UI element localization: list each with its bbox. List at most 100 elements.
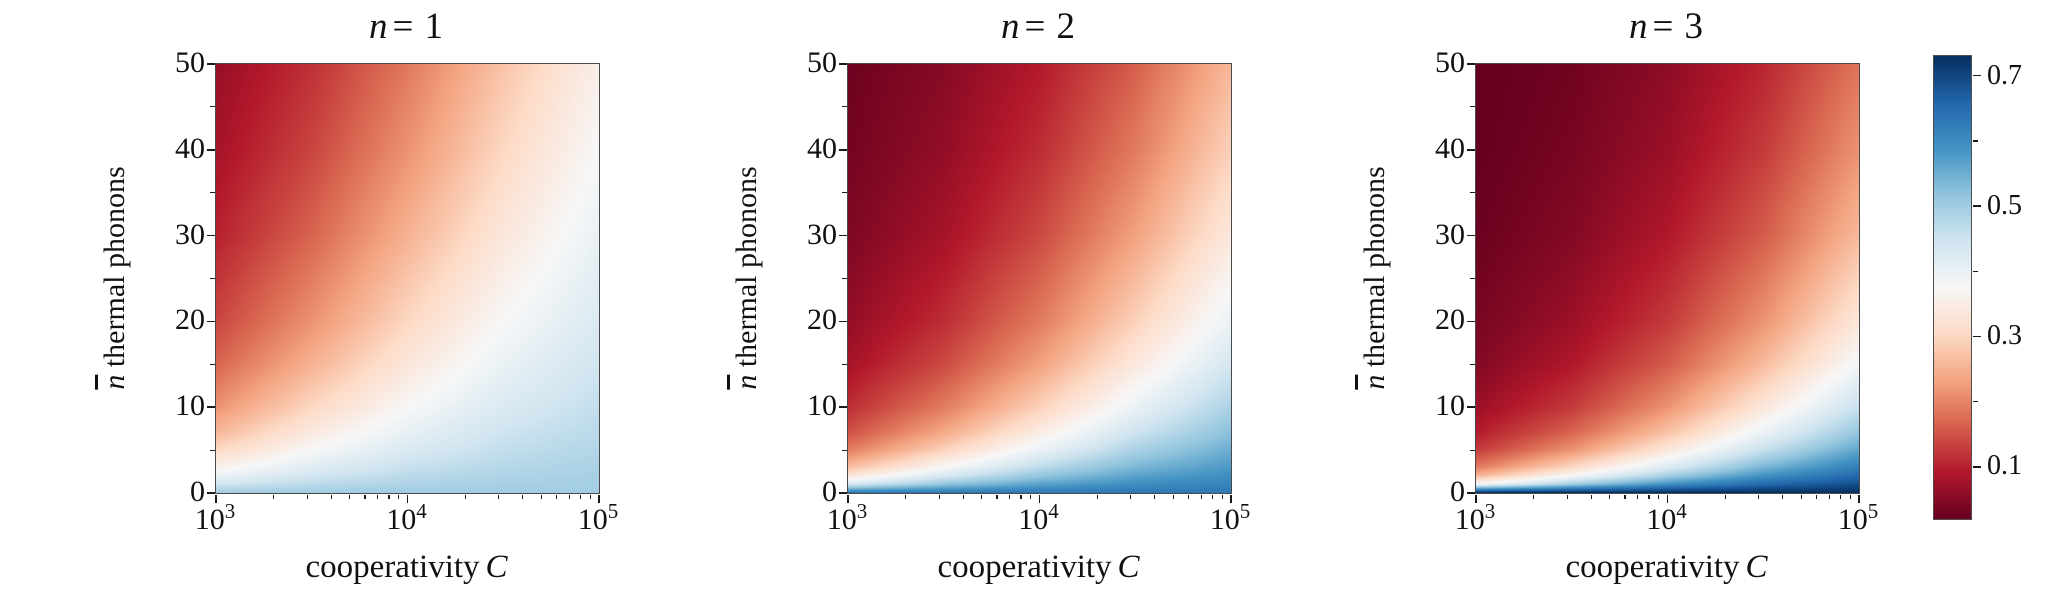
axis-tick	[1858, 494, 1860, 503]
title-variable: n	[1628, 6, 1649, 47]
axis-tick	[842, 277, 847, 280]
axis-tick	[210, 106, 215, 108]
x-axis-label-text: cooperativity	[305, 549, 480, 585]
y-tick-label: 40	[175, 131, 205, 165]
heatmap-canvas-n1	[216, 64, 599, 493]
script-c-symbol: C	[1745, 549, 1768, 585]
axis-tick	[1211, 494, 1214, 499]
axis-tick	[206, 149, 215, 151]
axis-tick	[1230, 494, 1232, 503]
axis-tick	[996, 494, 998, 499]
colorbar-tick	[1972, 400, 1978, 403]
x-axis-label-text: cooperativity	[937, 549, 1112, 585]
panel-n1: n = 1 n thermal phonons 50 40 30 20 10 0 …	[98, 6, 618, 585]
y-tick-label: 30	[175, 217, 205, 251]
axis-tick	[847, 494, 849, 503]
panel-n3-title: n = 3	[1475, 5, 1858, 48]
axis-tick	[1666, 494, 1669, 503]
axis-tick	[206, 492, 215, 494]
axis-tick	[1758, 494, 1760, 499]
axis-tick	[1637, 494, 1639, 499]
title-value: = 3	[1652, 6, 1705, 47]
axis-tick	[1782, 494, 1784, 499]
axis-tick	[1466, 234, 1475, 237]
y-tick-label: 30	[1435, 217, 1465, 251]
axis-tick	[364, 494, 366, 499]
x-tick-label: 103	[1454, 499, 1496, 536]
axis-tick	[210, 277, 215, 280]
axis-tick	[1154, 494, 1156, 499]
axis-tick	[1839, 494, 1842, 499]
axis-tick	[838, 234, 847, 237]
axis-tick	[273, 494, 275, 499]
axis-tick	[1470, 363, 1475, 365]
x-tick-label: 104	[1646, 499, 1687, 536]
axis-tick	[398, 494, 400, 499]
axis-tick	[1624, 494, 1626, 499]
axis-tick	[1020, 494, 1022, 499]
panel-n3: n = 3 n thermal phonons 50 40 30 20 10 0 …	[1358, 6, 1878, 585]
axis-tick	[349, 494, 351, 499]
axis-tick	[1470, 106, 1475, 108]
axis-tick	[522, 494, 524, 499]
axis-tick	[1466, 63, 1475, 65]
colorbar-label: 0.7	[1987, 60, 2022, 91]
y-tick-label: 40	[807, 131, 837, 165]
axis-tick	[206, 406, 215, 408]
y-axis-label-text: thermal phonons	[1358, 165, 1391, 375]
axis-tick	[1849, 494, 1851, 499]
axis-tick	[838, 406, 847, 408]
axis-tick	[838, 492, 847, 494]
axis-tick	[464, 494, 466, 499]
axis-tick	[1172, 494, 1174, 499]
axis-tick	[838, 63, 847, 65]
axis-tick	[1800, 494, 1802, 499]
nbar-symbol: n	[730, 374, 763, 390]
title-variable: n	[368, 6, 389, 47]
panel-n1-title: n = 1	[215, 5, 598, 48]
axis-tick	[1658, 494, 1660, 499]
nbar-symbol: n	[98, 374, 131, 390]
axis-tick	[306, 494, 308, 499]
colorbar-label: 0.1	[1987, 450, 2022, 481]
axis-tick	[1566, 494, 1568, 499]
axis-tick	[598, 494, 600, 503]
x-axis-label: cooperativity C	[847, 549, 1230, 586]
axis-tick	[1470, 449, 1475, 451]
y-tick-label: 50	[1435, 46, 1465, 79]
title-variable: n	[1000, 6, 1021, 47]
axis-tick	[1470, 277, 1475, 280]
script-c-symbol: C	[485, 549, 508, 585]
axis-tick	[579, 494, 582, 499]
axis-tick	[1648, 494, 1650, 499]
panel-n2-title: n = 2	[847, 5, 1230, 48]
axis-tick	[568, 494, 570, 499]
axis-tick	[1475, 494, 1477, 503]
y-axis-label: n thermal phonons	[98, 166, 132, 389]
heatmap-canvas-n3	[1476, 64, 1859, 493]
axis-tick	[589, 494, 591, 499]
axis-tick	[1096, 494, 1098, 499]
y-tick-label: 10	[1435, 389, 1465, 423]
title-value: = 1	[392, 6, 445, 47]
script-c-symbol: C	[1117, 549, 1140, 585]
panel-n2: n = 2 n thermal phonons 50 40 30 20 10 0 …	[730, 6, 1250, 585]
axis-tick	[1815, 494, 1818, 499]
y-tick-label: 20	[175, 303, 205, 337]
axis-tick	[1200, 494, 1202, 499]
x-tick-label: 105	[1837, 499, 1879, 536]
axis-tick	[1609, 494, 1611, 499]
nbar-symbol: n	[1358, 374, 1391, 390]
axis-tick	[330, 494, 332, 499]
axis-tick	[842, 449, 847, 451]
axis-tick	[210, 449, 215, 451]
heatmap-plot-area-n2	[838, 63, 1232, 503]
axis-tick	[962, 494, 964, 499]
heatmap-plot-area-n1	[206, 63, 600, 503]
axis-tick	[1038, 494, 1041, 503]
axis-tick	[1470, 192, 1475, 194]
axis-tick	[1724, 494, 1726, 499]
y-tick-label: 50	[175, 46, 205, 79]
axis-tick	[555, 494, 558, 499]
